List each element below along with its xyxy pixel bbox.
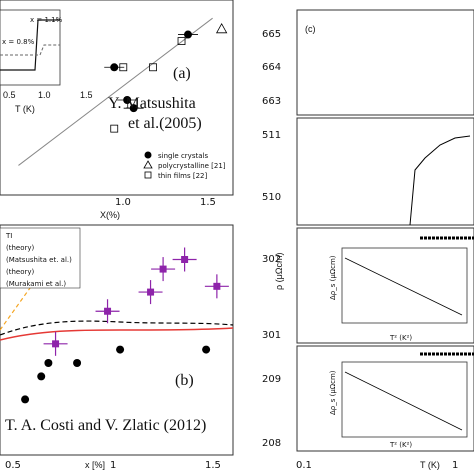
inset-a-xtick-2: 1.5 <box>80 90 93 100</box>
panel-b-label: (b) <box>175 372 194 389</box>
panel-a-legend: single crystals polycrystalline [21] thi… <box>143 151 226 180</box>
c4-inset-frame <box>341 361 468 438</box>
panel-a-point <box>129 104 138 113</box>
c2-ytick-1: 511 <box>262 130 281 141</box>
panel-b-xlabel: x [%] <box>85 460 105 470</box>
panel-b-point <box>181 256 189 263</box>
inset-a-xtick-0: 0.5 <box>3 90 16 100</box>
c4-inset-ylabel: Δρ_s (μΩcm) <box>329 370 337 415</box>
c4-ytick-0: 208 <box>262 438 281 449</box>
c3-ytick-0: 301 <box>262 330 281 341</box>
panel-a-label: (a) <box>173 65 191 82</box>
legend-a-entry-2: thin films [22] <box>158 172 207 180</box>
panel-b-annotation: T. A. Costi and V. Zlatic (2012) <box>5 417 206 434</box>
c3-inset-xlabel: T² (K²) <box>389 334 412 342</box>
panel-a-xtick-0: 1.0 <box>115 197 131 208</box>
c3-inset: Δρ_s (μΩcm) T² (K²) <box>329 247 468 342</box>
inset-a-frame <box>0 9 61 86</box>
c3-inset-frame <box>341 247 468 324</box>
panel-b-xtick-0: 0.5 <box>5 460 21 471</box>
panel-a-fit-line <box>18 17 213 166</box>
c3-ytick-1: 302 <box>262 254 281 265</box>
panel-b-xtick-1: 1 <box>110 460 116 471</box>
inset-a-annot-1: x = 1.1% <box>30 16 63 24</box>
panel-a-annotation-line2: et al.(2005) <box>128 115 202 132</box>
panel-b-legend: TI (theory) (Matsushita et. al.) (theory… <box>0 227 81 289</box>
panel-a-point <box>149 63 157 72</box>
panel-a-point <box>215 22 228 34</box>
panel-b-point <box>116 345 125 354</box>
panel-c-sub2-frame <box>296 117 474 226</box>
c4-ytick-1: 209 <box>262 374 281 385</box>
inset-a-annot-2: x = 0.8% <box>2 38 35 46</box>
c3-inset-ylabel: Δρ_s (μΩcm) <box>329 255 337 300</box>
legend-a-entry-0: single crystals <box>158 152 208 160</box>
panel-b: TI (theory) (Matsushita et. al.) (theory… <box>0 224 234 471</box>
legend-b-entry-1: (theory) <box>6 244 35 252</box>
legend-a-marker-2 <box>144 171 152 179</box>
legend-a-entry-1: polycrystalline [21] <box>158 162 226 170</box>
c-xtick-0: 0.1 <box>296 460 312 471</box>
c1-ytick-1: 664 <box>262 62 281 73</box>
panel-b-point <box>44 359 53 367</box>
panel-b-points <box>21 247 229 404</box>
panel-b-point <box>37 372 46 381</box>
panel-b-point <box>73 359 82 367</box>
c4-inset: Δρ_s (μΩcm) T² (K²) <box>329 361 468 449</box>
panel-a-point <box>110 124 119 133</box>
panel-b-point <box>213 282 221 290</box>
panel-c: ρ (μΩcm) (c) 665 664 663 511 510 302 301… <box>262 9 474 471</box>
c-xlabel: T (K) <box>420 460 440 470</box>
panel-a-point <box>110 63 119 72</box>
c4-inset-xlabel: T² (K²) <box>389 441 412 449</box>
c2-ytick-0: 510 <box>262 192 281 203</box>
panel-a-point <box>177 37 186 45</box>
panel-b-xtick-2: 1.5 <box>205 460 221 471</box>
inset-a-xtick-1: 1.0 <box>38 90 51 100</box>
panel-a-point <box>123 96 132 104</box>
panel-b-point <box>202 345 211 354</box>
panel-c-sub1-frame <box>296 9 474 116</box>
panel-a-annotation-line1: Y. Matsushita <box>108 95 196 112</box>
panel-c-label: (c) <box>305 24 316 34</box>
legend-b-entry-2: (Matsushita et. al.) <box>6 256 72 264</box>
panel-a-points <box>104 22 228 133</box>
panel-b-point <box>52 340 60 348</box>
legend-b-entry-0: TI <box>5 232 12 240</box>
panel-a-xtick-1: 1.5 <box>200 197 216 208</box>
panel-a-point <box>119 63 128 72</box>
panel-b-point <box>159 265 167 273</box>
legend-b-entry-3: (theory) <box>6 268 35 276</box>
panel-b-point <box>21 395 30 404</box>
inset-a-xlabel: T (K) <box>15 104 35 114</box>
legend-b-entry-4: (Murakami et al.) <box>6 280 66 288</box>
panel-b-theory-black <box>0 320 234 336</box>
legend-b-frame <box>0 227 81 289</box>
c2-curve <box>409 135 471 226</box>
panel-b-theory-red <box>0 327 234 341</box>
c4-inset-fit <box>344 371 463 431</box>
c1-ytick-0: 663 <box>262 96 281 107</box>
inset-a-curve-2 <box>0 44 60 56</box>
inset-a-curve-1 <box>0 19 60 71</box>
panel-b-point <box>104 307 112 315</box>
panel-a: x = 1.1% x = 0.8% 0.5 1.0 1.5 T (K) (a) … <box>0 0 234 220</box>
panel-b-point <box>147 288 155 296</box>
panel-a-xlabel: X(%) <box>100 210 120 220</box>
panel-a-point <box>184 30 192 39</box>
c1-ytick-2: 665 <box>262 29 281 40</box>
legend-a-marker-1 <box>143 160 153 169</box>
c3-inset-fit <box>344 257 463 316</box>
c-xtick-1: 1 <box>452 460 458 471</box>
legend-a-marker-0 <box>144 151 152 159</box>
panel-c-ylabel: ρ (μΩcm) <box>274 252 284 290</box>
panel-a-inset: x = 1.1% x = 0.8% 0.5 1.0 1.5 T (K) <box>0 9 93 114</box>
